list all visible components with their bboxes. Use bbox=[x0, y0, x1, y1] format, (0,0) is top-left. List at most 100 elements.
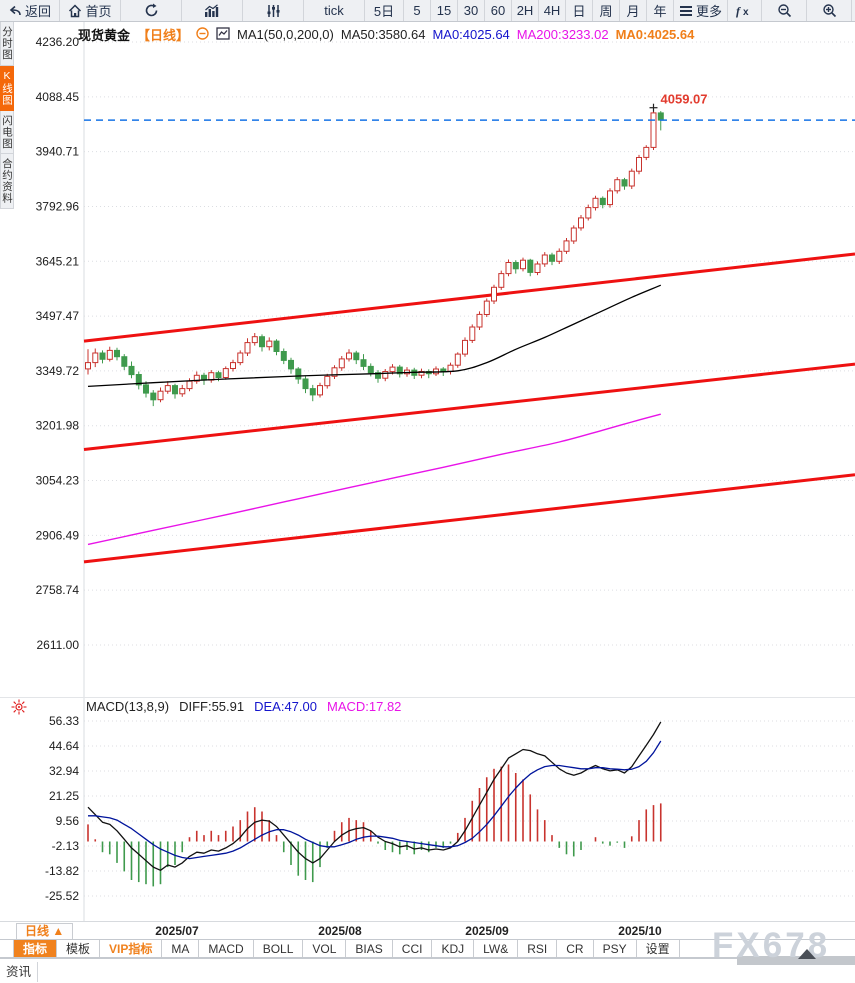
more-button[interactable]: 更多 bbox=[674, 0, 728, 21]
y-axis-label: 3201.98 bbox=[36, 419, 80, 433]
zoom-in-button[interactable] bbox=[807, 0, 852, 21]
candle bbox=[628, 170, 635, 187]
candle bbox=[85, 362, 91, 370]
tab-rsi[interactable]: RSI bbox=[518, 940, 558, 957]
macd-y-axis-label: 56.33 bbox=[49, 714, 79, 728]
y-axis-label: 3054.23 bbox=[36, 474, 80, 488]
diff-value: DIFF:55.91 bbox=[179, 699, 245, 714]
candle bbox=[491, 286, 497, 302]
candle bbox=[636, 157, 642, 172]
chart-type-icon[interactable] bbox=[216, 26, 230, 43]
ma200-line bbox=[87, 413, 661, 546]
candle bbox=[114, 349, 120, 358]
candle bbox=[92, 352, 99, 364]
period-5d-button[interactable]: 5日 bbox=[365, 0, 404, 21]
period-2h-button[interactable]: 2H bbox=[512, 0, 539, 21]
sidebar-item-time-chart[interactable]: 分时图 bbox=[0, 22, 14, 66]
tab-settings[interactable]: 设置 bbox=[637, 940, 680, 957]
sidebar-item-contract-info[interactable]: 合约资料 bbox=[0, 154, 14, 209]
news-tab[interactable]: 资讯 bbox=[0, 962, 38, 982]
tab-cr[interactable]: CR bbox=[557, 940, 594, 957]
scroll-up-arrow-icon[interactable] bbox=[798, 949, 816, 959]
sidebar-item-lightning-chart[interactable]: 闪电图 bbox=[0, 110, 14, 154]
candle bbox=[534, 263, 541, 273]
ma50-value: MA50:3580.64 bbox=[340, 27, 426, 42]
tab-template[interactable]: 模板 bbox=[57, 940, 101, 957]
candle bbox=[389, 366, 396, 373]
tab-lwr[interactable]: LW& bbox=[474, 940, 519, 957]
candle bbox=[106, 349, 113, 360]
y-axis-label: 4236.20 bbox=[36, 35, 80, 49]
bar-chart-icon bbox=[204, 3, 220, 18]
tab-kdj[interactable]: KDJ bbox=[432, 940, 475, 957]
diff-line bbox=[87, 721, 662, 871]
period-5m-button-label: 5 bbox=[413, 3, 421, 18]
macd-formula: MACD(13,8,9) bbox=[86, 699, 170, 714]
candle bbox=[295, 368, 302, 380]
tab-vol[interactable]: VOL bbox=[303, 940, 347, 957]
period-day-button[interactable]: 日 bbox=[566, 0, 593, 21]
tab-indicator[interactable]: 指标 bbox=[13, 940, 58, 957]
tab-bias[interactable]: BIAS bbox=[346, 940, 393, 957]
candle bbox=[251, 336, 258, 344]
y-axis-label: 3497.47 bbox=[36, 309, 80, 323]
candle bbox=[135, 374, 142, 386]
period-year-button[interactable]: 年 bbox=[647, 0, 674, 21]
zoom-out-button[interactable] bbox=[762, 0, 807, 21]
macd-y-axis-label: -13.82 bbox=[45, 864, 79, 878]
svg-text:f: f bbox=[736, 4, 741, 18]
x-axis-label: 2025/10 bbox=[618, 924, 662, 938]
chart-style-button[interactable] bbox=[182, 0, 243, 21]
refresh-button[interactable] bbox=[121, 0, 182, 21]
tab-psy[interactable]: PSY bbox=[594, 940, 637, 957]
candle bbox=[280, 351, 287, 361]
tab-cci[interactable]: CCI bbox=[393, 940, 433, 957]
indicator-params-button[interactable] bbox=[243, 0, 304, 21]
tab-boll[interactable]: BOLL bbox=[254, 940, 304, 957]
candle bbox=[592, 197, 599, 209]
period-selector-button[interactable]: 日线 ▲ bbox=[16, 923, 74, 940]
indicator-sun-icon[interactable] bbox=[11, 699, 27, 720]
period-month-button[interactable]: 月 bbox=[620, 0, 647, 21]
period-30m-button[interactable]: 30 bbox=[458, 0, 485, 21]
candle bbox=[585, 207, 592, 219]
period-4h-button[interactable]: 4H bbox=[539, 0, 566, 21]
tab-vip-indicator[interactable]: VIP指标 bbox=[100, 940, 163, 957]
horizontal-scrollbar[interactable] bbox=[737, 956, 855, 965]
period-month-button-label: 月 bbox=[626, 4, 640, 19]
period-30m-button-label: 30 bbox=[463, 3, 479, 18]
period-5m-button[interactable]: 5 bbox=[404, 0, 431, 21]
candle bbox=[186, 380, 193, 390]
home-icon bbox=[68, 3, 82, 18]
candle bbox=[230, 362, 236, 370]
period-week-button[interactable]: 周 bbox=[593, 0, 620, 21]
ma0-orange-value: MA0:4025.64 bbox=[615, 27, 695, 42]
candle bbox=[288, 359, 294, 370]
candle bbox=[469, 326, 476, 341]
x-axis-label: 2025/07 bbox=[155, 924, 199, 938]
candle bbox=[367, 365, 374, 374]
candle bbox=[346, 352, 352, 360]
period-60m-button[interactable]: 60 bbox=[485, 0, 512, 21]
candle bbox=[462, 339, 468, 355]
tab-macd[interactable]: MACD bbox=[199, 940, 254, 957]
candle bbox=[599, 197, 606, 206]
sidebar-item-kline-chart[interactable]: K线图 bbox=[0, 65, 14, 111]
collapse-icon[interactable] bbox=[196, 26, 209, 43]
candle bbox=[570, 227, 577, 242]
home-button[interactable]: 首页 bbox=[60, 0, 121, 21]
ma0-blue-value: MA0:4025.64 bbox=[432, 27, 510, 42]
tab-ma[interactable]: MA bbox=[162, 940, 200, 957]
x-axis-label: 2025/09 bbox=[465, 924, 509, 938]
refresh-icon bbox=[144, 3, 159, 18]
back-button[interactable]: 返回 bbox=[0, 0, 60, 21]
candle bbox=[215, 372, 222, 379]
period-tick-button[interactable]: tick bbox=[304, 0, 365, 21]
y-axis-label: 2906.49 bbox=[36, 528, 80, 542]
menu-icon bbox=[679, 5, 693, 17]
candle bbox=[375, 372, 381, 379]
period-15m-button[interactable]: 15 bbox=[431, 0, 458, 21]
